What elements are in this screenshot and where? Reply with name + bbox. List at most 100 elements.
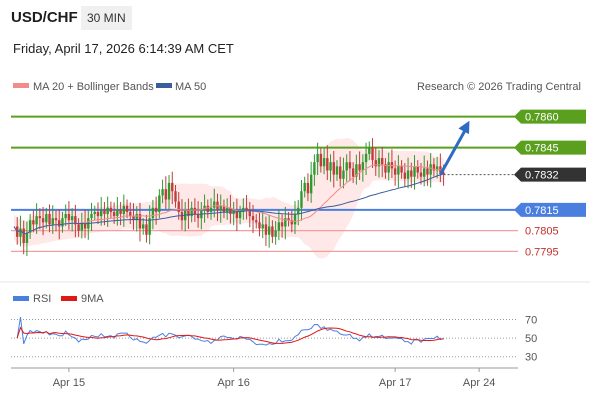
candle-body bbox=[322, 158, 326, 167]
candle-body bbox=[125, 205, 129, 212]
candle-body bbox=[174, 191, 177, 202]
candle-body bbox=[326, 158, 329, 171]
candle-body bbox=[45, 214, 48, 223]
candle-body bbox=[290, 220, 293, 225]
candle-body bbox=[100, 209, 103, 217]
candle bbox=[93, 205, 96, 221]
forecast-arrow bbox=[439, 120, 470, 176]
candle bbox=[348, 151, 352, 182]
candle-body bbox=[206, 205, 209, 212]
candle bbox=[119, 202, 122, 226]
candle-body bbox=[287, 218, 290, 221]
candle-body bbox=[329, 162, 332, 171]
timeframe-badge[interactable]: 30 MIN bbox=[81, 6, 132, 30]
research-credit: Research © 2026 Trading Central bbox=[417, 81, 581, 93]
candle bbox=[174, 185, 177, 208]
rsi-ma-legend-label: 9MA bbox=[81, 293, 104, 305]
candle-body bbox=[177, 201, 180, 212]
candle bbox=[255, 214, 258, 229]
candle bbox=[309, 161, 313, 203]
candle-body bbox=[342, 170, 345, 179]
candle-body bbox=[167, 182, 171, 200]
candle-body bbox=[319, 153, 323, 167]
candle bbox=[48, 204, 51, 233]
candle-body bbox=[277, 222, 281, 231]
candle bbox=[129, 202, 132, 224]
candle bbox=[45, 207, 48, 229]
candle bbox=[280, 214, 284, 238]
x-tick-label: Apr 16 bbox=[217, 377, 249, 389]
candle-body bbox=[419, 172, 423, 177]
candle bbox=[106, 196, 109, 227]
candle-body bbox=[19, 228, 22, 237]
candle-body bbox=[313, 162, 316, 175]
candle bbox=[345, 154, 348, 182]
candle bbox=[400, 160, 403, 179]
candle-body bbox=[119, 209, 122, 215]
candle-body bbox=[238, 211, 242, 219]
candle-body bbox=[397, 166, 400, 175]
candle-body bbox=[371, 147, 374, 161]
candle-body bbox=[406, 170, 410, 179]
candle-body bbox=[54, 218, 58, 221]
rsi-tick-label: 30 bbox=[525, 352, 537, 364]
forecast-arrow-shaft bbox=[439, 129, 467, 176]
candle-body bbox=[368, 147, 371, 154]
candle bbox=[38, 208, 42, 230]
level-label-tag bbox=[514, 167, 586, 182]
candle-body bbox=[267, 226, 271, 235]
ma50-line bbox=[13, 173, 444, 235]
candle bbox=[264, 216, 268, 246]
candle-body bbox=[132, 216, 135, 221]
candle bbox=[235, 198, 239, 232]
level-label-2: 0.7832 bbox=[514, 167, 586, 182]
candle-body bbox=[403, 172, 407, 179]
candle bbox=[238, 205, 242, 225]
candle bbox=[374, 147, 377, 176]
candle-body bbox=[203, 205, 206, 210]
candle bbox=[358, 151, 361, 181]
candle bbox=[371, 138, 374, 168]
candle bbox=[381, 146, 384, 178]
candle-body bbox=[242, 207, 245, 212]
candle-body bbox=[193, 207, 197, 215]
candle-body bbox=[410, 170, 413, 177]
candle bbox=[387, 152, 390, 181]
candle-body bbox=[93, 211, 96, 215]
candle bbox=[132, 203, 135, 230]
candle-body bbox=[187, 209, 190, 217]
level-label-tag bbox=[514, 202, 586, 217]
ma20-legend-label: MA 20 + Bollinger Bands bbox=[33, 81, 154, 93]
candle-body bbox=[229, 207, 232, 215]
candle-body bbox=[96, 211, 100, 217]
candle-body bbox=[442, 172, 445, 175]
candle bbox=[138, 202, 142, 242]
candle-body bbox=[306, 182, 310, 194]
candle-body bbox=[332, 162, 335, 175]
candle-body bbox=[90, 214, 93, 219]
candle-body bbox=[416, 166, 419, 173]
candle bbox=[209, 198, 213, 220]
candle bbox=[313, 154, 316, 186]
candle bbox=[306, 173, 310, 202]
candle bbox=[335, 160, 339, 181]
candle-body bbox=[393, 168, 397, 175]
candle-body bbox=[348, 162, 352, 169]
candle bbox=[145, 214, 148, 243]
candle bbox=[429, 153, 432, 188]
candle-body bbox=[316, 153, 319, 163]
candle bbox=[261, 211, 264, 239]
moving-averages bbox=[13, 164, 444, 235]
candle-body bbox=[61, 218, 64, 227]
ma50-legend-swatch bbox=[156, 83, 172, 88]
candle-body bbox=[209, 207, 213, 212]
candle-body bbox=[83, 222, 87, 229]
candle bbox=[377, 150, 381, 178]
candle-body bbox=[274, 230, 277, 237]
candle-body bbox=[77, 224, 80, 231]
candle-body bbox=[70, 216, 74, 221]
candle bbox=[54, 210, 58, 232]
candle bbox=[368, 141, 371, 161]
rsi-ma-line bbox=[16, 326, 444, 344]
